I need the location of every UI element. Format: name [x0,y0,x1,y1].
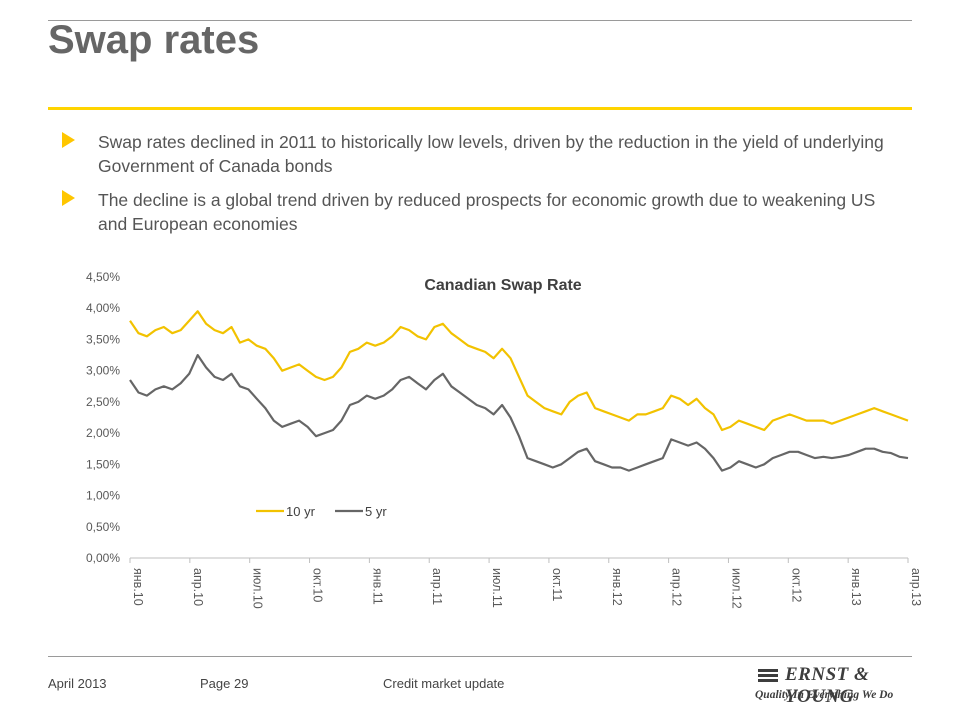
bullet-text: Swap rates declined in 2011 to historica… [98,132,884,176]
bullet-item: Swap rates declined in 2011 to historica… [62,130,902,178]
logo-tagline: Quality In Everything We Do [755,689,894,701]
x-tick-label: окт.10 [311,568,325,602]
bullet-arrow-icon [62,190,75,206]
y-tick-label: 0,00% [86,551,120,565]
x-axis-labels: янв.10 апр.10 июл.10 окт.10 янв.11 апр.11 июл.… [131,568,923,609]
x-tick-label: апр.13 [909,568,923,606]
chart-legend: 10 yr 5 yr [256,504,387,519]
y-tick-label: 3,00% [86,364,120,378]
x-tick-label: апр.12 [670,568,684,606]
footer-rule [48,656,912,657]
x-tick-label: янв.13 [849,568,863,606]
y-tick-label: 2,00% [86,426,120,440]
y-tick-label: 3,50% [86,332,120,346]
y-tick-label: 1,50% [86,457,120,471]
bullet-list: Swap rates declined in 2011 to historica… [62,130,902,246]
series-line-5-yr [129,353,909,472]
y-tick-label: 1,00% [86,489,120,503]
x-tick-label: янв.10 [131,568,145,606]
x-tick-label: июл.12 [729,568,743,609]
logo-brand: ERNST & YOUNG [785,664,870,707]
swap-rate-chart: 0,00% 0,50% 1,00% 1,50% 2,00% 2,50% 3,00% 3,50%… [86,270,923,609]
x-tick-label: окт.12 [789,568,803,602]
x-tick-label: июл.10 [251,568,265,609]
top-rule [48,20,912,21]
y-tick-label: 4,50% [86,270,120,284]
footer-date: April 2013 [48,676,107,691]
chart-title: Canadian Swap Rate [424,277,581,294]
x-tick-label: окт.11 [550,568,564,601]
series-line-10-yr [129,310,909,432]
legend-label: 10 yr [286,504,316,519]
footer-page: Page 29 [200,676,249,691]
series-lines [129,310,909,472]
logo-mark-icon [758,669,778,682]
x-tick-label: янв.12 [610,568,624,606]
y-tick-label: 4,00% [86,301,120,315]
x-axis-ticks [129,558,909,563]
page-title: Swap rates [48,18,260,62]
x-tick-label: янв.11 [370,568,384,605]
x-tick-label: июл.11 [490,568,504,608]
x-tick-label: апр.10 [191,568,205,606]
bullet-item: The decline is a global trend driven by … [62,188,902,236]
y-tick-label: 0,50% [86,520,120,534]
title-underline [48,107,912,110]
company-logo: ERNST & YOUNG Quality In Everything We D… [755,662,915,707]
legend-label: 5 yr [365,504,387,519]
bullet-text: The decline is a global trend driven by … [98,190,876,234]
y-tick-label: 2,50% [86,395,120,409]
x-tick-label: апр.11 [430,568,444,605]
footer-subject: Credit market update [383,676,505,691]
bullet-arrow-icon [62,132,75,148]
y-axis-labels: 0,00% 0,50% 1,00% 1,50% 2,00% 2,50% 3,00% 3,50%… [86,270,120,565]
